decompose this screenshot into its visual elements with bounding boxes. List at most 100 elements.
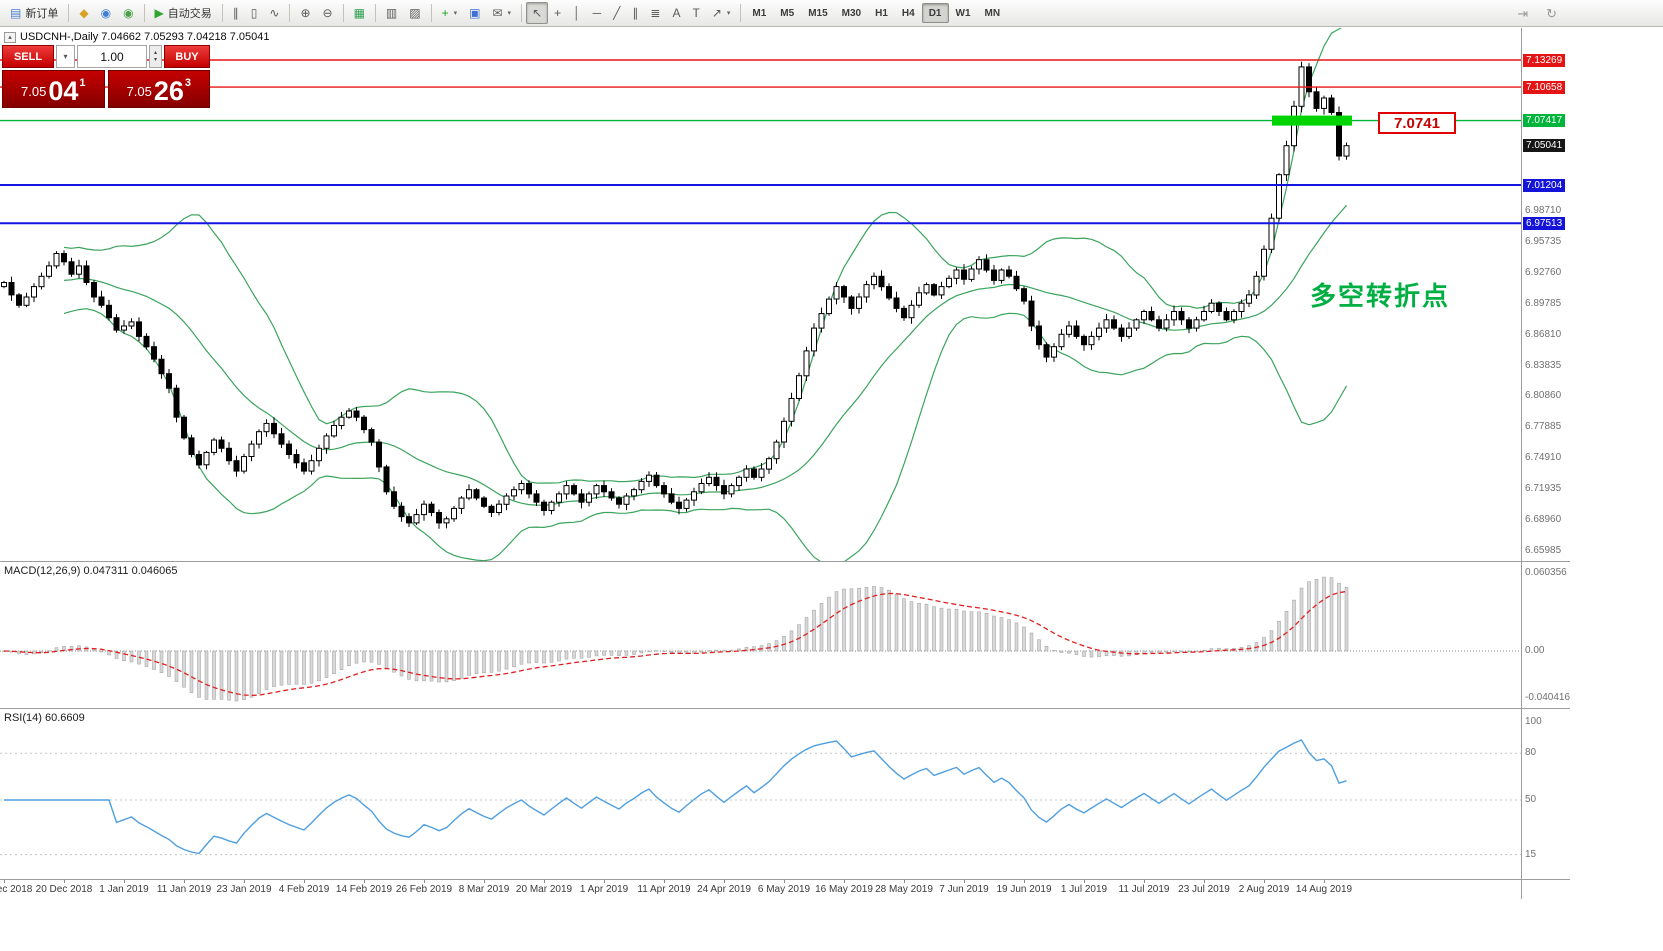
zoom-in-icon[interactable]: ⊕ (294, 2, 316, 24)
trendline-tool[interactable]: ╱ (607, 2, 626, 24)
timeframe-m1[interactable]: M1 (752, 7, 767, 19)
shapes-tool[interactable]: ↗ ▾ (706, 2, 737, 24)
price-callout-box[interactable]: 7.0741 (1378, 112, 1456, 134)
timeframe-m5[interactable]: M5 (780, 7, 795, 19)
time-axis-label: 11 Apr 2019 (637, 884, 691, 895)
time-axis-label: 4 Feb 2019 (278, 884, 330, 895)
text-icon: A (672, 6, 681, 20)
arrange-windows-icon[interactable]: ▨ (403, 2, 426, 24)
crosshair-tool[interactable]: + (548, 2, 567, 24)
chart-text-annotation[interactable]: 多空转折点 (1310, 281, 1451, 311)
market-watch-icon[interactable]: ◆ (73, 2, 94, 24)
navigator-icon[interactable]: ▣ (463, 2, 486, 24)
volume-input[interactable]: 1.00 (77, 45, 147, 68)
chart-title-row: ▴ USDCNH-,Daily 7.04662 7.05293 7.04218 … (4, 31, 270, 43)
trendline-icon: ╱ (613, 6, 621, 20)
main-chart-region[interactable]: ▴ USDCNH-,Daily 7.04662 7.05293 7.04218 … (0, 28, 1521, 561)
time-axis-label: 14 Aug 2019 (1295, 884, 1353, 895)
panel-separator[interactable] (0, 708, 1570, 709)
price-axis[interactable]: 7.13269 7.10658 7.07417 7.05041 7.01204 6.987… (1522, 28, 1570, 561)
time-axis-tick (4, 880, 5, 883)
timeframe-h4[interactable]: H4 (901, 7, 915, 19)
time-axis-label: 11 Jul 2019 (1118, 884, 1170, 895)
candlestick-chart[interactable] (0, 28, 1521, 561)
auto-scroll-icon: ↻ (1546, 5, 1557, 21)
auto-scroll-icon[interactable]: ↻ (1540, 2, 1563, 24)
help-icon[interactable]: ◉ (117, 2, 139, 24)
timeframe-d1[interactable]: D1 (921, 3, 949, 23)
chart-shift-icon[interactable]: ⇥ (1511, 2, 1534, 24)
panel-separator (0, 879, 1570, 880)
line-chart-icon[interactable]: ∿ (263, 2, 285, 24)
stepper-up-icon[interactable]: ▴ (153, 49, 157, 56)
timeframe-w1[interactable]: W1 (955, 7, 971, 19)
rsi-scale-label: 100 (1525, 716, 1542, 727)
channel-tool[interactable]: ∥ (626, 2, 644, 24)
timeframe-mn[interactable]: MN (984, 7, 1001, 19)
collapse-panel-icon[interactable]: ▴ (4, 31, 16, 43)
text-tool[interactable]: A (666, 2, 686, 24)
buy-price-big-figure: 7.05 (126, 84, 152, 99)
toolbar-separator (68, 4, 70, 22)
volume-stepper[interactable]: ▴ ▾ (149, 45, 162, 68)
sell-button[interactable]: SELL (2, 45, 54, 68)
auto-trading-button[interactable]: ▶ 自动交易 (149, 2, 218, 24)
tile-windows-icon[interactable]: ▦ (348, 2, 371, 24)
label-tool[interactable]: T (686, 2, 705, 24)
mail-icon[interactable]: ✉ ▾ (486, 2, 517, 24)
new-order-button[interactable]: ▤ 新订单 (4, 2, 64, 24)
buy-price-display[interactable]: 7.05 26 3 (107, 70, 210, 108)
auto-trading-icon: ▶ (154, 6, 164, 20)
navigator-icon-icon: ▣ (469, 6, 481, 20)
buy-price-pips: 26 (153, 76, 184, 107)
insert-indicator-button[interactable]: + ▾ (436, 2, 464, 24)
time-axis-label: 10 Dec 2018 (0, 884, 33, 895)
time-axis-tick (364, 880, 365, 883)
sell-price-display[interactable]: 7.05 04 1 (2, 70, 105, 108)
candlestick-chart-icon[interactable]: ▯ (245, 2, 264, 24)
stepper-down-icon[interactable]: ▾ (153, 56, 157, 63)
macd-chart[interactable] (0, 562, 1521, 708)
price-scale-label: 6.89785 (1525, 297, 1562, 309)
macd-axis: 0.060356 0.00 -0.040416 (1522, 562, 1570, 708)
time-axis-label: 2 Aug 2019 (1238, 884, 1290, 895)
price-scale-label: 6.74910 (1525, 452, 1562, 463)
vertical-line-tool[interactable]: │ (567, 2, 587, 24)
candlestick-chart-icon-icon: ▯ (250, 6, 258, 20)
time-axis-tick (604, 880, 605, 883)
horizontal-line-tool[interactable]: ─ (587, 2, 608, 24)
price-axis-separator (1521, 28, 1522, 899)
macd-scale-label: -0.040416 (1525, 691, 1571, 703)
volume-dropdown[interactable]: ▾ (56, 45, 75, 68)
time-axis-tick (244, 880, 245, 883)
time-axis-label: 6 May 2019 (757, 884, 811, 895)
insert-indicator-icon: + (441, 6, 449, 20)
rsi-panel[interactable]: RSI(14) 60.6609 (0, 709, 1521, 879)
fibonacci-tool[interactable]: ≣ (644, 2, 666, 24)
time-axis-label: 26 Feb 2019 (395, 884, 453, 895)
zoom-out-icon[interactable]: ⊖ (317, 2, 339, 24)
macd-scale-label: 0.00 (1525, 645, 1545, 656)
rsi-chart[interactable] (0, 709, 1521, 879)
cascade-windows-icon[interactable]: ▥ (380, 2, 403, 24)
horizontal-line-icon: ─ (592, 6, 602, 20)
cursor-tool[interactable]: ↖ (526, 2, 549, 24)
panel-separator[interactable] (0, 561, 1570, 562)
shapes-icon: ↗ (711, 6, 722, 20)
timeframe-m30[interactable]: M30 (841, 7, 862, 19)
line-chart-icon-icon: ∿ (269, 6, 280, 20)
community-icon[interactable]: ◉ (95, 2, 117, 24)
community-icon-icon: ◉ (100, 6, 112, 20)
time-axis-tick (1204, 880, 1205, 883)
price-scale-label: 6.71935 (1525, 482, 1562, 494)
price-scale-label: 7.10658 (1523, 80, 1566, 94)
buy-button[interactable]: BUY (164, 45, 210, 68)
timeframe-m15[interactable]: M15 (808, 7, 828, 19)
timeframe-h1[interactable]: H1 (875, 7, 888, 19)
bar-chart-icon[interactable]: ∥ (227, 2, 245, 24)
macd-panel[interactable]: MACD(12,26,9) 0.047311 0.046065 (0, 562, 1521, 708)
one-click-trading-panel: SELL ▾ 1.00 ▴ ▾ BUY 7.05 04 1 7.05 26 3 (2, 45, 210, 108)
price-scale-label: 7.07417 (1523, 114, 1566, 128)
